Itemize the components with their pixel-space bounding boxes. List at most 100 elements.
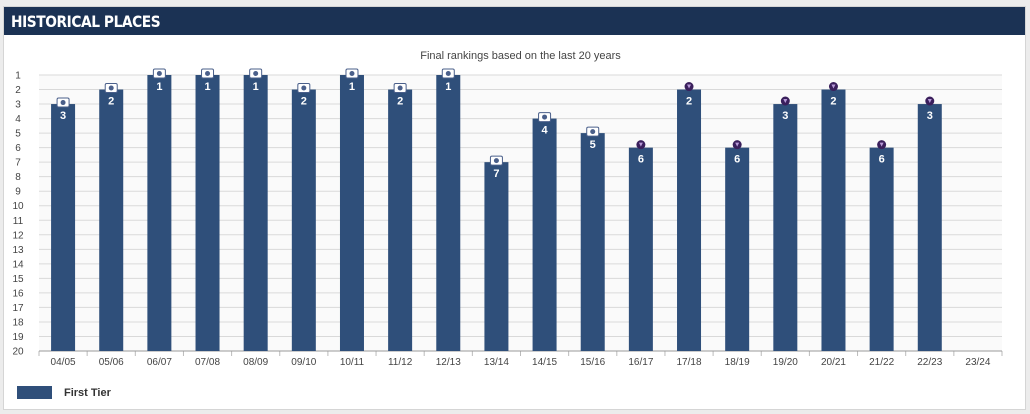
- bar: [484, 162, 509, 351]
- x-tick-label: 17/18: [677, 357, 702, 368]
- bar: [147, 75, 172, 351]
- bar: [436, 75, 461, 351]
- bar: [677, 89, 702, 352]
- historical-places-panel: HISTORICAL PLACES Final rankings based o…: [3, 6, 1026, 410]
- x-tick-label: 05/06: [99, 357, 124, 368]
- data-label: 6: [879, 154, 885, 166]
- lion-badge-icon: [925, 96, 935, 106]
- lion-badge-icon: [780, 96, 790, 106]
- y-tick-label: 10: [12, 201, 24, 212]
- data-label: 2: [397, 96, 403, 108]
- data-label: 3: [60, 110, 66, 122]
- data-label: 2: [301, 96, 307, 108]
- data-label: 2: [108, 96, 114, 108]
- bar: [195, 75, 220, 351]
- y-tick-label: 2: [15, 85, 21, 96]
- x-tick-label: 21/22: [869, 357, 894, 368]
- league-badge-icon: [345, 68, 359, 79]
- data-label: 1: [445, 81, 451, 93]
- plot-area: [39, 75, 1002, 351]
- y-tick-label: 14: [12, 259, 24, 270]
- bar: [773, 104, 798, 351]
- y-tick-label: 12: [12, 230, 24, 241]
- league-badge-icon: [56, 97, 70, 108]
- x-tick-label: 15/16: [580, 357, 605, 368]
- chart-title: Final rankings based on the last 20 year…: [420, 50, 621, 62]
- x-tick-label: 23/24: [965, 357, 990, 368]
- league-badge-icon: [104, 83, 118, 94]
- x-tick-label: 14/15: [532, 357, 557, 368]
- y-tick-label: 18: [12, 317, 24, 328]
- data-label: 1: [204, 81, 210, 93]
- lion-badge-icon: [636, 140, 646, 150]
- bar: [99, 89, 124, 352]
- data-label: 1: [349, 81, 355, 93]
- data-label: 6: [638, 154, 644, 166]
- data-label: 6: [734, 154, 740, 166]
- bar: [869, 147, 894, 351]
- y-tick-label: 6: [15, 143, 21, 154]
- league-badge-icon: [393, 83, 407, 94]
- x-tick-label: 10/11: [340, 357, 365, 368]
- y-tick-label: 4: [15, 114, 21, 125]
- data-label: 4: [542, 125, 549, 137]
- y-tick-label: 9: [15, 187, 21, 198]
- data-label: 7: [493, 168, 499, 180]
- data-label: 2: [830, 96, 836, 108]
- lion-badge-icon: [732, 140, 742, 150]
- y-tick-label: 20: [12, 347, 24, 358]
- x-tick-label: 09/10: [291, 357, 316, 368]
- bar: [51, 104, 76, 351]
- y-tick-label: 11: [13, 216, 24, 227]
- bar: [339, 75, 364, 351]
- x-tick-label: 19/20: [773, 357, 798, 368]
- bar: [821, 89, 846, 352]
- data-label: 1: [253, 81, 259, 93]
- league-badge-icon: [152, 68, 166, 79]
- x-tick-label: 11/12: [388, 357, 413, 368]
- x-tick-label: 04/05: [51, 357, 76, 368]
- rankings-chart: Final rankings based on the last 20 year…: [12, 50, 1003, 368]
- panel-header: HISTORICAL PLACES: [4, 7, 1025, 35]
- y-tick-label: 15: [12, 274, 24, 285]
- bar: [532, 118, 557, 351]
- y-tick-label: 17: [12, 303, 24, 314]
- bar: [388, 89, 413, 352]
- y-tick-label: 5: [15, 129, 21, 140]
- y-tick-label: 13: [12, 245, 24, 256]
- legend-swatch-first-tier: [17, 386, 52, 399]
- bar: [580, 133, 605, 351]
- legend-label-first-tier: First Tier: [64, 386, 111, 399]
- y-tick-label: 19: [12, 332, 24, 343]
- data-label: 2: [686, 96, 692, 108]
- x-tick-label: 18/19: [725, 357, 750, 368]
- y-tick-label: 1: [15, 71, 21, 82]
- league-badge-icon: [297, 83, 311, 94]
- x-tick-label: 13/14: [484, 357, 509, 368]
- bar: [725, 147, 750, 351]
- chart-legend[interactable]: First Tier: [17, 386, 111, 399]
- x-tick-label: 20/21: [821, 357, 846, 368]
- league-badge-icon: [441, 68, 455, 79]
- x-tick-label: 06/07: [147, 357, 172, 368]
- lion-badge-icon: [877, 140, 887, 150]
- x-tick-label: 22/23: [917, 357, 942, 368]
- y-tick-label: 16: [12, 288, 24, 299]
- x-tick-label: 16/17: [628, 357, 653, 368]
- data-label: 1: [156, 81, 162, 93]
- data-label: 5: [590, 139, 596, 151]
- y-tick-label: 8: [15, 172, 21, 183]
- league-badge-icon: [489, 155, 503, 166]
- bar: [628, 147, 653, 351]
- data-label: 3: [782, 110, 788, 122]
- panel-title: HISTORICAL PLACES: [11, 12, 161, 31]
- data-label: 3: [927, 110, 933, 122]
- bar: [917, 104, 942, 351]
- lion-badge-icon: [684, 82, 694, 92]
- y-tick-label: 7: [15, 158, 21, 169]
- bar: [291, 89, 316, 352]
- x-tick-label: 07/08: [195, 357, 220, 368]
- league-badge-icon: [249, 68, 263, 79]
- lion-badge-icon: [828, 82, 838, 92]
- league-badge-icon: [586, 126, 600, 137]
